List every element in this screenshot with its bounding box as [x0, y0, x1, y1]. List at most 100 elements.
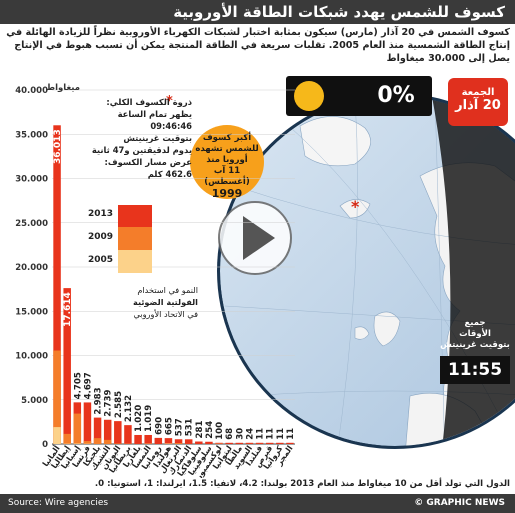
legend-2005: 2005 — [88, 255, 114, 265]
bar-2009-4 — [93, 438, 102, 444]
bar-value-label: 4.697 — [83, 372, 93, 399]
badge-date: 20 آذار — [455, 98, 501, 113]
bar-value-label: 281 — [195, 421, 205, 439]
footer-note: الدول التي تولد أقل من 10 ميغاواط منذ ال… — [94, 479, 510, 489]
bar-2013-6 — [114, 421, 122, 444]
bar-2013-9 — [144, 434, 152, 444]
growth-line: الفولتية الضوئية — [133, 297, 198, 307]
peak-title: ذروة الكسوف الكلي: — [106, 97, 192, 107]
bar-2013-23 — [286, 442, 294, 444]
bar-value-label: 4.705 — [73, 372, 83, 399]
legend-2013: 2013 — [88, 209, 114, 219]
growth-line: النمو في استخدام — [137, 285, 198, 295]
bar-value-label: 68 — [225, 428, 235, 440]
legend-swatch-2005 — [118, 250, 152, 273]
bar-value-label: 100 — [215, 422, 225, 440]
bar-2013-1 — [63, 288, 71, 444]
time-display: 11:55 — [440, 356, 510, 384]
date-badge: الجمعة 20 آذار — [448, 78, 508, 126]
y-tick-label: 0 — [42, 440, 48, 450]
y-tick-label: 15.000 — [15, 307, 48, 317]
footer-bar: Source: Wire agencies © GRAPHIC NEWS — [0, 494, 515, 513]
year-legend — [118, 205, 152, 273]
y-tick-label: 35.000 — [15, 130, 48, 140]
bar-value-label: 2.983 — [94, 387, 104, 414]
chart-gridlines — [52, 89, 295, 445]
bar-value-label: 2.585 — [114, 391, 124, 418]
bar-2013-20 — [255, 442, 264, 444]
peak-width: 462.6 كلم — [147, 169, 192, 179]
bar-2009-5 — [103, 439, 112, 444]
bar-2013-15 — [205, 441, 213, 444]
sun-icon — [294, 81, 324, 111]
solar-capacity-chart: 0 5.000 10.000 15.000 20.000 25.000 30.000 35.0… — [15, 83, 296, 478]
page-title: كسوف للشمس يهدد شبكات الطاقة الأوروبية — [0, 0, 515, 24]
peak-star-icon: * — [166, 94, 173, 109]
bar-2013-8 — [134, 434, 142, 444]
bar-2013-19 — [245, 442, 254, 444]
bar-value-label: 1.019 — [144, 405, 154, 432]
bar-2013-16 — [215, 442, 223, 444]
bar-value-label: 2.132 — [124, 395, 134, 422]
y-tick-label: 40.000 — [15, 86, 48, 96]
legend-swatch-2013 — [118, 205, 152, 227]
intro-text: كسوف الشمس في 20 آذار (مارس) سيكون بمثاب… — [6, 27, 510, 64]
brand-credit: © GRAPHIC NEWS — [414, 498, 505, 508]
bar-value-label: 11 — [276, 428, 286, 440]
bar-2013-11 — [164, 438, 173, 444]
bar-value-label: 11 — [266, 428, 276, 440]
bar-value-label: 36.013 — [53, 129, 63, 164]
bar-2013-14 — [195, 441, 203, 444]
bar-value-label: 1.020 — [134, 405, 144, 432]
chart-bars — [53, 125, 294, 445]
largest-eclipse-callout: أكبر كسوف للشمس تشهده أوروبا منذ 11 آب (… — [190, 125, 264, 199]
bar-value-label: 11 — [286, 428, 296, 440]
totality-star-icon: * — [351, 197, 360, 216]
eclipse-coverage: 0% — [377, 83, 415, 108]
bar-2009-0 — [53, 350, 61, 444]
callout-line: 11 آب (أغسطس) — [204, 166, 250, 187]
source-credit: Source: Wire agencies — [8, 498, 109, 508]
peak-info: ذروة الكسوف الكلي: يظهر تمام الساعة 09:4… — [80, 96, 192, 180]
y-axis-label: ميغاواط — [46, 83, 80, 93]
growth-line: في الاتحاد الأوروبي — [133, 309, 198, 319]
peak-duration: يدوم لدقيقتين و47 ثانية — [91, 145, 192, 155]
bar-value-label: 17.614 — [63, 292, 73, 327]
bar-value-label: 24 — [245, 428, 255, 440]
y-tick-label: 10.000 — [15, 352, 48, 362]
legend-2009: 2009 — [88, 232, 114, 242]
callout-line: للشمس تشهده — [195, 144, 259, 154]
time-label: جميع الأوقات بتوقيت غرينيتش — [440, 318, 510, 351]
y-axis: 0 5.000 10.000 15.000 20.000 25.000 30.000 35.0… — [15, 86, 48, 450]
bar-2009-3 — [83, 441, 92, 444]
bar-value-label: 254 — [205, 421, 215, 439]
callout-year: 1999 — [211, 187, 243, 200]
bar-2005-0 — [53, 427, 61, 444]
growth-caption: النمو في استخدام الفولتية الضوئية في الا… — [96, 284, 198, 320]
bar-2009-2 — [73, 413, 82, 444]
callout-line: أكبر كسوف — [202, 133, 252, 143]
bar-2005-2 — [73, 443, 82, 444]
bar-value-label: 531 — [185, 418, 195, 436]
callout-line: أوروبا منذ — [206, 155, 248, 165]
bar-2009-12 — [174, 443, 183, 444]
bar-2013-7 — [124, 425, 132, 444]
y-tick-label: 25.000 — [15, 219, 48, 229]
bar-value-label: 690 — [154, 417, 164, 435]
time-label-line: بتوقيت غرينيتش — [440, 340, 510, 350]
bar-2013-22 — [276, 442, 284, 444]
peak-line: عرض مسار الكسوف: — [104, 157, 192, 167]
bar-2013-4 — [93, 417, 102, 444]
bar-2013-12 — [174, 439, 183, 444]
peak-line: بتوقيت غرينيتش — [123, 133, 192, 143]
bar-2013-21 — [265, 442, 274, 444]
play-button[interactable] — [218, 201, 292, 275]
bar-2013-10 — [154, 437, 163, 444]
bar-2013-3 — [83, 402, 92, 444]
bar-2013-17 — [225, 442, 233, 444]
bar-2013-13 — [184, 439, 193, 444]
y-tick-label: 20.000 — [15, 263, 48, 273]
legend-swatch-2009 — [118, 227, 152, 250]
bar-value-label: 2.739 — [104, 390, 114, 417]
